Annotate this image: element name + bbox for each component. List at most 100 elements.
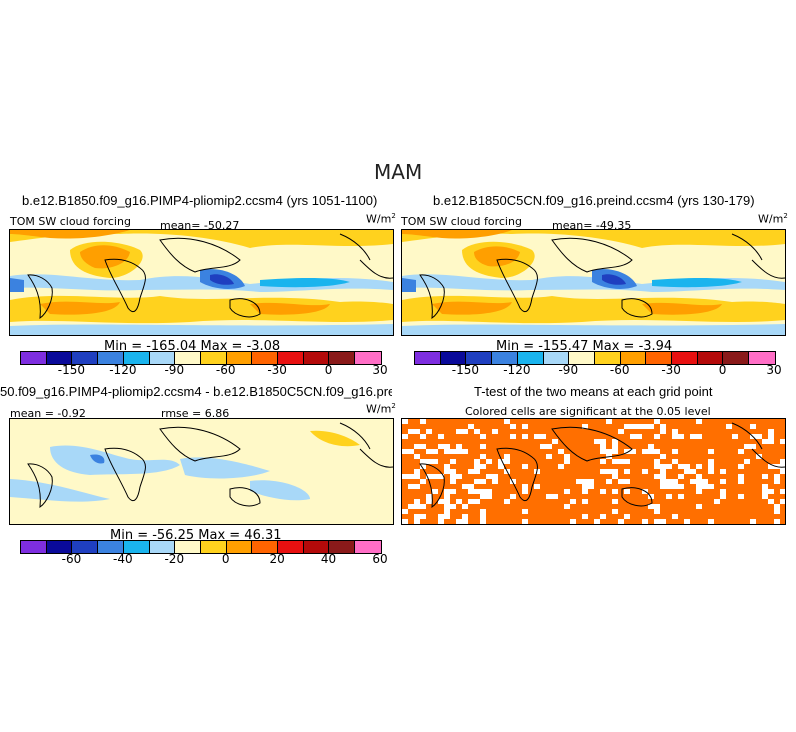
non-significant-cell bbox=[444, 499, 450, 504]
panel4-title: T-test of the two means at each grid poi… bbox=[474, 384, 713, 399]
panel2-title: b.e12.B1850C5CN.f09_g16.preind.ccsm4 (yr… bbox=[433, 193, 755, 208]
non-significant-cell bbox=[438, 434, 444, 439]
diff-negative-pacific bbox=[250, 480, 310, 501]
diff-min bbox=[90, 454, 105, 464]
non-significant-cell bbox=[504, 459, 510, 464]
non-significant-cell bbox=[456, 519, 462, 524]
non-significant-cell bbox=[774, 474, 780, 479]
asia-coast bbox=[551, 237, 633, 273]
non-significant-cell bbox=[426, 499, 432, 504]
non-significant-cell bbox=[696, 419, 702, 424]
non-significant-cell bbox=[612, 449, 618, 454]
itcz-band bbox=[402, 274, 785, 292]
colorbar-tick-label: 40 bbox=[320, 552, 337, 566]
non-significant-cell bbox=[780, 489, 785, 494]
non-significant-cell bbox=[756, 434, 762, 439]
non-significant-cell bbox=[588, 479, 594, 484]
non-significant-cell bbox=[702, 484, 708, 489]
non-significant-cell bbox=[612, 474, 618, 479]
warm-pool-min bbox=[602, 274, 626, 285]
non-significant-cell bbox=[462, 449, 468, 454]
south-band bbox=[10, 295, 393, 324]
non-significant-cell bbox=[510, 479, 516, 484]
non-significant-cell bbox=[456, 499, 462, 504]
non-significant-cell bbox=[648, 444, 654, 449]
colorbar-tick-label: 0 bbox=[324, 363, 333, 377]
non-significant-cell bbox=[444, 514, 450, 519]
non-significant-cell bbox=[564, 454, 570, 459]
colorbar-tick-label: -40 bbox=[113, 552, 133, 566]
non-significant-cell bbox=[486, 494, 492, 499]
non-significant-cell bbox=[720, 479, 726, 484]
non-significant-cell bbox=[624, 459, 630, 464]
non-significant-cell bbox=[498, 459, 504, 464]
colorbar-swatch bbox=[697, 352, 724, 364]
non-significant-cell bbox=[690, 469, 696, 474]
non-significant-cell bbox=[480, 444, 486, 449]
non-significant-cell bbox=[474, 464, 480, 469]
non-significant-cell bbox=[420, 419, 426, 424]
non-significant-cell bbox=[708, 449, 714, 454]
non-significant-cell bbox=[480, 489, 486, 494]
americas-coast bbox=[339, 233, 393, 279]
non-significant-cell bbox=[648, 494, 654, 499]
non-significant-cell bbox=[468, 499, 474, 504]
non-significant-cell bbox=[600, 439, 606, 444]
panel3-title: 50.f09_g16.PIMP4-pliomip2.ccsm4 - b.e12.… bbox=[0, 384, 392, 399]
non-significant-cell bbox=[618, 479, 624, 484]
colorbar-swatch bbox=[594, 352, 621, 364]
non-significant-cell bbox=[456, 444, 462, 449]
non-significant-cell bbox=[450, 489, 456, 494]
non-significant-cell bbox=[690, 434, 696, 439]
non-significant-cell bbox=[774, 479, 780, 484]
non-significant-cell bbox=[552, 494, 558, 499]
southern-ocean bbox=[10, 324, 393, 335]
non-significant-cell bbox=[624, 424, 630, 429]
colorbar-tick-label: -90 bbox=[164, 363, 185, 377]
non-significant-cell bbox=[612, 439, 618, 444]
non-significant-cell bbox=[444, 464, 450, 469]
colorbar-swatch bbox=[175, 352, 201, 364]
non-significant-cell bbox=[582, 479, 588, 484]
non-significant-cell bbox=[480, 464, 486, 469]
non-significant-cell bbox=[534, 484, 540, 489]
non-significant-cell bbox=[708, 464, 714, 469]
non-significant-cell bbox=[582, 499, 588, 504]
panel3-map-svg bbox=[10, 419, 393, 524]
non-significant-cell bbox=[432, 474, 438, 479]
non-significant-cell bbox=[522, 519, 528, 524]
non-significant-cell bbox=[744, 444, 750, 449]
non-significant-cell bbox=[570, 519, 576, 524]
non-significant-cell bbox=[774, 509, 780, 514]
non-significant-cell bbox=[738, 449, 744, 454]
non-significant-cell bbox=[768, 464, 774, 469]
non-significant-cell bbox=[450, 459, 456, 464]
colorbar-swatch bbox=[569, 352, 595, 364]
south-america-coast bbox=[27, 463, 53, 509]
non-significant-cell bbox=[570, 499, 576, 504]
colorbar-swatch bbox=[123, 541, 150, 553]
colorbar-swatch bbox=[252, 352, 279, 364]
non-significant-cell bbox=[450, 469, 456, 474]
panel3-rmse: rmse = 6.86 bbox=[161, 407, 230, 420]
non-significant-cell bbox=[594, 439, 600, 444]
non-significant-cell bbox=[456, 449, 462, 454]
non-significant-cell bbox=[720, 494, 726, 499]
panel2-colorbar bbox=[414, 351, 776, 365]
non-significant-cell bbox=[600, 444, 606, 449]
non-significant-cell bbox=[426, 459, 432, 464]
non-significant-cell bbox=[696, 489, 702, 494]
panel2-map-svg bbox=[402, 230, 785, 335]
non-significant-cell bbox=[450, 474, 456, 479]
non-significant-cell bbox=[606, 449, 612, 454]
asia-coast bbox=[159, 237, 241, 273]
non-significant-cell bbox=[480, 479, 486, 484]
non-significant-cell bbox=[420, 434, 426, 439]
non-significant-cell bbox=[426, 449, 432, 454]
non-significant-cell bbox=[774, 519, 780, 524]
colorbar-tick-label: -150 bbox=[451, 363, 480, 377]
non-significant-cell bbox=[768, 489, 774, 494]
non-significant-cell bbox=[522, 484, 528, 489]
non-significant-cell bbox=[684, 469, 690, 474]
non-significant-cell bbox=[720, 469, 726, 474]
